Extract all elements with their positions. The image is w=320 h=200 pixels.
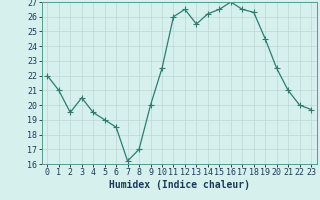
X-axis label: Humidex (Indice chaleur): Humidex (Indice chaleur) (109, 180, 250, 190)
